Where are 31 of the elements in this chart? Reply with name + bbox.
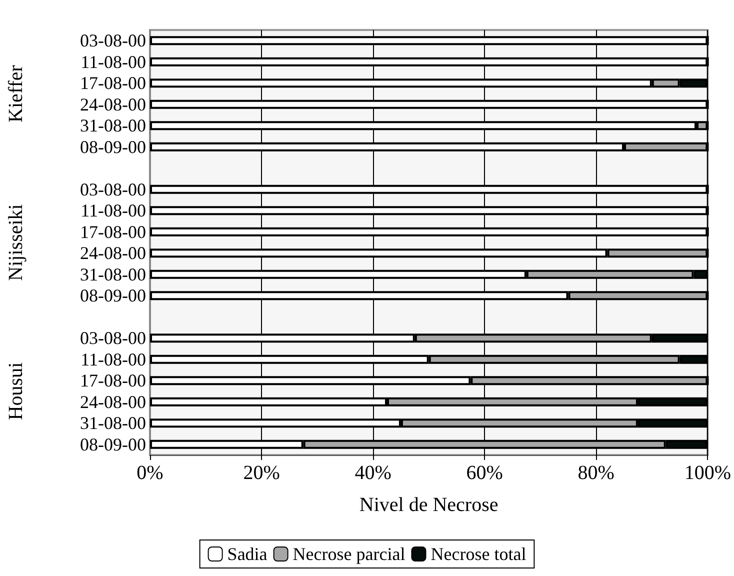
x-tick-label: 40% (354, 462, 392, 484)
y-tick-label: 11-08-00 (80, 52, 146, 72)
y-tick-label: 03-08-00 (80, 328, 146, 348)
text: Housui (5, 362, 27, 420)
y-tick-label: 31-08-00 (80, 116, 146, 136)
y-tick-label: 08-09-00 (80, 286, 146, 306)
y-tick-label: 17-08-00 (80, 370, 146, 391)
y-tick-label: 24-08-00 (80, 243, 146, 264)
y-tick-label: 08-09-00 (80, 136, 146, 157)
y-tick-label: 11-08-00 (80, 200, 146, 221)
y-tick-label: 17-08-00 (80, 222, 146, 242)
x-tick-label: 0% (136, 462, 164, 484)
x-axis-title: Nivel de Necrose (359, 494, 498, 516)
x-tick-label: 60% (466, 462, 503, 484)
y-tick-label: 08-09-00 (80, 434, 146, 454)
legend-label: Necrose total (430, 544, 526, 564)
y-tick-label: 31-08-00 (80, 264, 146, 284)
y-tick-label: 17-08-00 (80, 73, 146, 94)
text: Nijisseiki (5, 204, 27, 281)
y-tick-label: 31-08-00 (80, 413, 146, 434)
x-tick-label: 100% (684, 462, 732, 484)
y-tick-label: 24-08-00 (80, 392, 146, 412)
y-tick-label: 03-08-00 (80, 179, 146, 200)
y-tick-label: 11-08-00 (80, 349, 146, 370)
legend-label: Sadia (227, 544, 268, 564)
text: Kieffer (5, 64, 27, 122)
x-tick-label: 20% (243, 462, 280, 484)
legend-label: Necrose parcial (292, 544, 406, 564)
x-tick-label: 80% (578, 462, 614, 484)
y-tick-label: 03-08-00 (80, 30, 146, 51)
y-tick-label: 24-08-00 (80, 94, 146, 114)
